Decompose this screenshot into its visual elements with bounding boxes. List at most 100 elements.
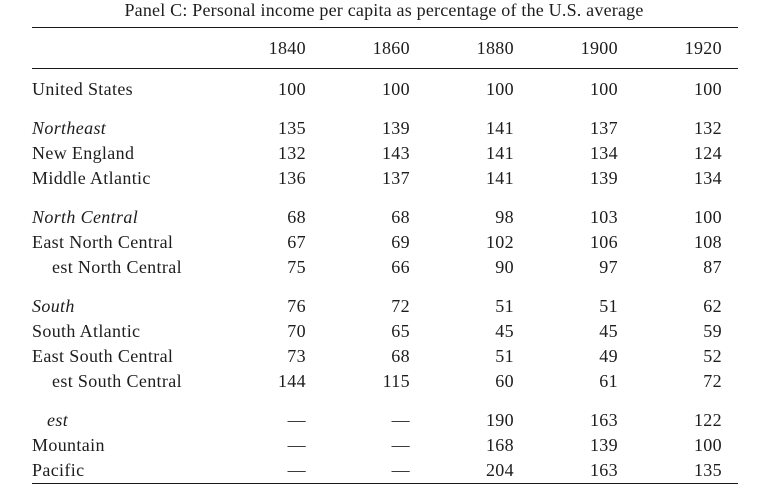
- row-label: Pacific: [32, 460, 85, 480]
- value-cell: 97: [599, 257, 618, 277]
- row-label: East North Central: [32, 232, 174, 252]
- value-cell: 65: [391, 321, 410, 341]
- table-row: South Atlantic 70 65 45 45 59: [32, 319, 738, 344]
- value-cell: 49: [599, 346, 618, 366]
- group-gap: [32, 394, 738, 408]
- value-cell: 139: [381, 118, 410, 138]
- value-cell: 137: [381, 168, 410, 188]
- value-cell: 134: [693, 168, 722, 188]
- column-header-year: 1920: [684, 37, 722, 58]
- value-cell: 122: [693, 410, 722, 430]
- value-cell: 124: [693, 143, 722, 163]
- table-row: North Central 68 68 98 103 100: [32, 205, 738, 230]
- value-cell: 68: [391, 346, 410, 366]
- column-header-year: 1860: [372, 37, 410, 58]
- column-header-year: 1900: [580, 37, 618, 58]
- income-table: 1840 1860 1880 1900 1920 United States 100 100…: [32, 27, 738, 484]
- row-label: Northeast: [32, 118, 107, 138]
- value-cell: —: [287, 410, 306, 430]
- row-label: est North Central: [52, 257, 182, 277]
- value-cell: 144: [277, 371, 306, 391]
- value-cell: 76: [287, 296, 306, 316]
- row-label: Middle Atlantic: [32, 168, 151, 188]
- value-cell: 132: [693, 118, 722, 138]
- value-cell: 100: [381, 79, 410, 99]
- group-gap: [32, 102, 738, 116]
- value-cell: 72: [703, 371, 722, 391]
- row-label: est South Central: [52, 371, 182, 391]
- value-cell: 66: [391, 257, 410, 277]
- table-row: New England 132 143 141 134 124: [32, 141, 738, 166]
- value-cell: 100: [277, 79, 306, 99]
- value-cell: 51: [599, 296, 618, 316]
- value-cell: 73: [287, 346, 306, 366]
- value-cell: 100: [693, 435, 722, 455]
- value-cell: 163: [589, 460, 618, 480]
- value-cell: 163: [589, 410, 618, 430]
- row-label: South: [32, 296, 75, 316]
- table-row: Mountain — — 168 139 100: [32, 433, 738, 458]
- value-cell: 61: [599, 371, 618, 391]
- value-cell: 134: [589, 143, 618, 163]
- table-row: Middle Atlantic 136 137 141 139 134: [32, 166, 738, 191]
- value-cell: —: [391, 460, 410, 480]
- group-gap: [32, 191, 738, 205]
- value-cell: 70: [287, 321, 306, 341]
- column-header-year: 1880: [476, 37, 514, 58]
- value-cell: 135: [693, 460, 722, 480]
- value-cell: 141: [485, 118, 514, 138]
- value-cell: 52: [703, 346, 722, 366]
- value-cell: 75: [287, 257, 306, 277]
- table-row: East North Central 67 69 102 106 108: [32, 230, 738, 255]
- value-cell: 108: [693, 232, 722, 252]
- value-cell: 98: [495, 207, 514, 227]
- value-cell: 45: [495, 321, 514, 341]
- value-cell: 62: [703, 296, 722, 316]
- value-cell: 102: [485, 232, 514, 252]
- row-label: Mountain: [32, 435, 105, 455]
- value-cell: 141: [485, 143, 514, 163]
- row-label: est: [47, 410, 69, 430]
- table-row: South 76 72 51 51 62: [32, 294, 738, 319]
- column-header-year: 1840: [268, 37, 306, 58]
- value-cell: 87: [703, 257, 722, 277]
- table-row: est North Central 75 66 90 97 87: [32, 255, 738, 280]
- value-cell: —: [391, 410, 410, 430]
- value-cell: 137: [589, 118, 618, 138]
- row-label: South Atlantic: [32, 321, 141, 341]
- value-cell: 72: [391, 296, 410, 316]
- value-cell: —: [287, 460, 306, 480]
- value-cell: 100: [485, 79, 514, 99]
- value-cell: 45: [599, 321, 618, 341]
- row-label: North Central: [32, 207, 139, 227]
- table-row: Pacific — — 204 163 135: [32, 458, 738, 483]
- value-cell: 135: [277, 118, 306, 138]
- value-cell: 168: [485, 435, 514, 455]
- row-label: East South Central: [32, 346, 174, 366]
- table-body: United States 100 100 100 100 100 Northeast 135…: [32, 69, 738, 483]
- value-cell: 59: [703, 321, 722, 341]
- value-cell: 136: [277, 168, 306, 188]
- value-cell: 132: [277, 143, 306, 163]
- value-cell: 51: [495, 346, 514, 366]
- value-cell: 139: [589, 435, 618, 455]
- value-cell: 143: [381, 143, 410, 163]
- value-cell: 103: [589, 207, 618, 227]
- value-cell: 51: [495, 296, 514, 316]
- value-cell: 68: [391, 207, 410, 227]
- value-cell: 190: [485, 410, 514, 430]
- value-cell: 100: [693, 207, 722, 227]
- table-row: East South Central 73 68 51 49 52: [32, 344, 738, 369]
- value-cell: 106: [589, 232, 618, 252]
- table-header-row: 1840 1860 1880 1900 1920: [32, 28, 738, 69]
- value-cell: —: [287, 435, 306, 455]
- value-cell: 139: [589, 168, 618, 188]
- row-label: New England: [32, 143, 135, 163]
- value-cell: 204: [485, 460, 514, 480]
- value-cell: 141: [485, 168, 514, 188]
- table-row: United States 100 100 100 100 100: [32, 77, 738, 102]
- value-cell: 68: [287, 207, 306, 227]
- value-cell: 67: [287, 232, 306, 252]
- value-cell: 60: [495, 371, 514, 391]
